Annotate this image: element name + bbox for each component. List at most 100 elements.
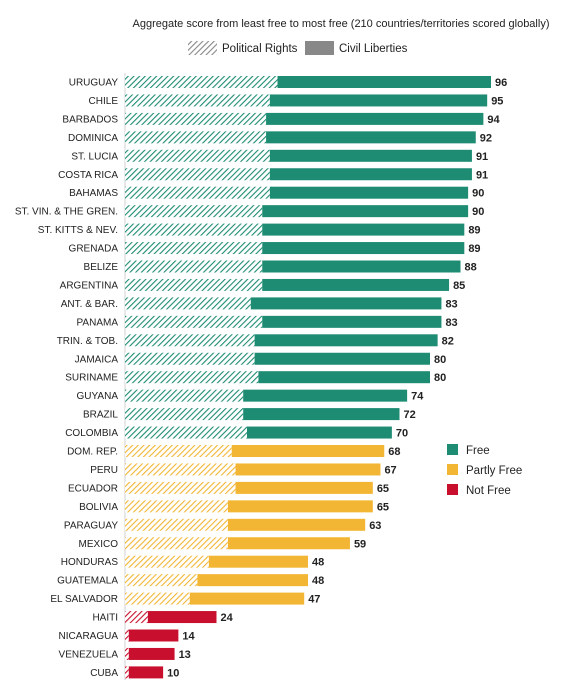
category-label-panama: PANAMA [77,317,119,328]
category-label-jamaica: JAMAICA [75,354,119,365]
bar-political-rights-chile [125,94,270,107]
bar-civil-liberties-costa-rica [269,168,472,181]
bar-civil-liberties-el-salvador [189,592,305,605]
bar-political-rights-colombia [125,426,247,439]
value-label-costa-rica: 91 [476,169,488,181]
legend-swatch-civil-liberties [305,41,334,55]
bar-political-rights-paraguay [125,518,228,531]
category-label-el-salvador: EL SALVADOR [50,594,118,605]
value-label-bahamas: 90 [472,188,484,200]
category-label-dominica: DOMINICA [68,133,118,144]
legend-swatch-free [447,444,458,455]
bar-civil-liberties-cuba [128,666,164,679]
bar-civil-liberties-barbados [266,112,484,125]
category-label-colombia: COLOMBIA [65,428,118,439]
value-label-barbados: 94 [487,114,500,126]
bar-civil-liberties-ant-bar [250,297,442,310]
category-label-brazil: BRAZIL [83,410,118,421]
category-label-st-lucia: ST. LUCIA [71,151,118,162]
bar-political-rights-barbados [125,112,267,125]
bar-political-rights-ecuador [125,481,236,494]
category-label-nicaragua: NICARAGUA [59,631,119,642]
bar-political-rights-panama [125,315,263,328]
bar-civil-liberties-dominica [266,131,476,144]
value-label-colombia: 70 [396,428,408,440]
value-label-honduras: 48 [312,557,324,569]
bar-political-rights-cuba [125,666,129,679]
legend-label-not-free: Not Free [466,485,511,497]
bar-civil-liberties-st-lucia [269,149,472,162]
value-label-cuba: 10 [167,667,179,679]
value-label-guyana: 74 [411,391,424,403]
bar-political-rights-costa-rica [125,168,270,181]
bar-civil-liberties-honduras [208,555,308,568]
legend-swatch-partly-free [447,464,458,475]
bar-political-rights-nicaragua [125,629,129,642]
value-label-peru: 67 [384,464,396,476]
category-label-belize: BELIZE [84,262,119,273]
bar-civil-liberties-colombia [247,426,392,439]
bar-civil-liberties-bolivia [227,500,373,513]
bar-civil-liberties-bahamas [269,186,469,199]
bar-civil-liberties-uruguay [277,76,491,88]
category-label-st-kitts-nev: ST. KITTS & NEV. [38,225,118,236]
bar-political-rights-uruguay [125,76,278,88]
bar-civil-liberties-jamaica [254,352,430,365]
legend-label-partly-free: Partly Free [466,465,522,477]
bar-civil-liberties-venezuela [128,647,175,660]
bar-political-rights-bahamas [125,186,270,199]
value-label-mexico: 59 [354,538,366,550]
category-label-peru: PERU [90,465,118,476]
category-label-bahamas: BAHAMAS [69,188,118,199]
bar-political-rights-trin-tob [125,334,255,347]
value-label-suriname: 80 [434,372,446,384]
value-label-bolivia: 65 [377,501,389,513]
bars-group [125,76,491,679]
value-label-ant-bar: 83 [445,298,457,310]
category-label-suriname: SURINAME [65,373,118,384]
bar-civil-liberties-suriname [258,371,430,384]
bar-civil-liberties-belize [262,260,461,273]
bar-civil-liberties-chile [269,94,488,107]
bar-political-rights-st-vin-the-gren [125,205,263,218]
bar-political-rights-mexico [125,537,228,550]
legend-swatch-political-rights [188,41,217,55]
value-label-grenada: 89 [468,243,480,255]
bar-civil-liberties-argentina [262,278,450,291]
chart-subtitle: Aggregate score from least free to most … [133,18,550,30]
category-label-venezuela: VENEZUELA [59,649,119,660]
category-label-trin-tob: TRIN. & TOB. [57,336,118,347]
value-label-trin-tob: 82 [442,335,454,347]
value-label-argentina: 85 [453,280,465,292]
category-label-honduras: HONDURAS [61,557,119,568]
value-label-haiti: 24 [221,612,234,624]
bar-civil-liberties-mexico [227,537,350,550]
bar-civil-liberties-grenada [262,242,465,255]
category-label-guyana: GUYANA [77,391,119,402]
value-label-guatemala: 48 [312,575,324,587]
bar-political-rights-ant-bar [125,297,251,310]
value-label-st-vin-the-gren: 90 [472,206,484,218]
category-labels: URUGUAY CHILE BARBADOS DOMINICA ST. LUCIA COS… [15,78,119,679]
bar-political-rights-jamaica [125,352,255,365]
bar-political-rights-belize [125,260,263,273]
value-label-dominica: 92 [480,132,492,144]
category-label-ecuador: ECUADOR [68,483,118,494]
bar-civil-liberties-guatemala [197,574,308,587]
bar-civil-liberties-peru [235,463,381,476]
value-label-belize: 88 [465,262,477,274]
category-label-grenada: GRENADA [69,244,119,255]
bar-civil-liberties-paraguay [227,518,366,531]
value-label-venezuela: 13 [179,649,191,661]
bar-civil-liberties-st-vin-the-gren [262,205,469,218]
category-label-guatemala: GUATEMALA [57,576,118,587]
legend-label-civil-liberties: Civil Liberties [339,43,408,55]
bar-political-rights-honduras [125,555,209,568]
bar-civil-liberties-brazil [243,408,400,421]
bar-political-rights-guatemala [125,574,198,587]
category-label-paraguay: PARAGUAY [64,520,118,531]
category-label-bolivia: BOLIVIA [79,502,118,513]
value-label-paraguay: 63 [369,520,381,532]
